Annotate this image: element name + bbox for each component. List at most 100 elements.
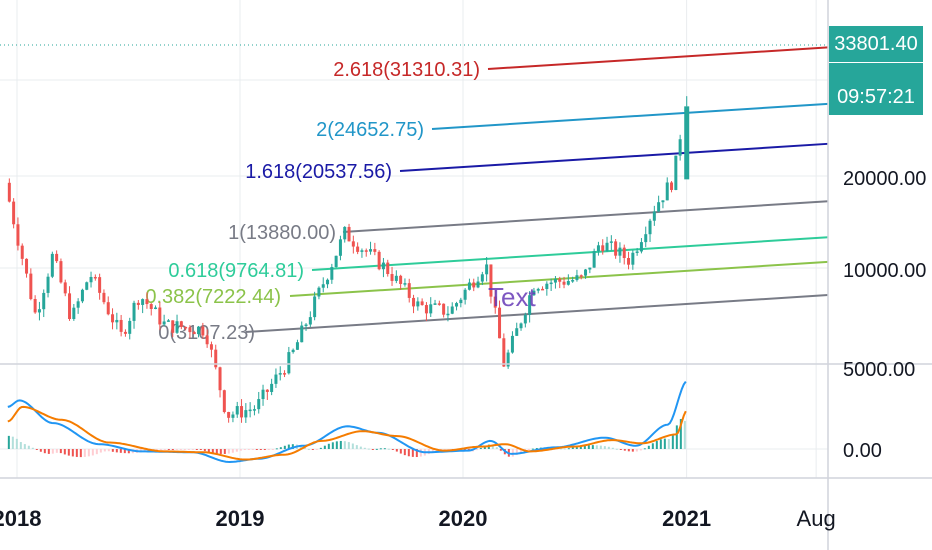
candle-body xyxy=(270,383,274,392)
candle-body xyxy=(106,302,110,315)
candle-body xyxy=(601,245,605,252)
candle-body xyxy=(674,155,678,190)
price-tick-label: 20000.00 xyxy=(843,168,926,190)
macd-histogram-bar xyxy=(339,440,342,449)
macd-histogram-bar xyxy=(271,449,274,450)
macd-histogram-bar xyxy=(347,442,350,449)
candle-body xyxy=(592,251,596,268)
fib-level-label: 1(13880.00) xyxy=(228,222,336,244)
macd-histogram-bar xyxy=(39,449,42,452)
macd-histogram-bar xyxy=(327,443,330,449)
macd-histogram-bar xyxy=(651,443,654,449)
macd-histogram-bar xyxy=(443,449,446,450)
macd-histogram-bar xyxy=(199,449,202,450)
candle-body xyxy=(476,281,480,288)
macd-histogram-bar xyxy=(587,445,590,449)
macd-histogram-bar xyxy=(227,449,230,454)
candle-body xyxy=(351,241,355,247)
macd-histogram-bar xyxy=(387,448,390,450)
candle-body xyxy=(472,282,476,288)
candle-body xyxy=(584,269,588,276)
macd-histogram-bar xyxy=(123,449,126,454)
macd-histogram-bar xyxy=(491,444,494,449)
fib-level-label: 2.618(31310.31) xyxy=(333,59,480,81)
macd-histogram-bar xyxy=(59,449,62,454)
macd-histogram-bar xyxy=(35,449,38,450)
macd-histogram-bar xyxy=(531,448,534,450)
candle-body xyxy=(261,389,265,400)
macd-histogram-bar xyxy=(231,449,234,453)
fib-level-label: 0(3107.23) xyxy=(158,322,255,344)
candle-body xyxy=(369,249,373,252)
text-annotation[interactable]: Text xyxy=(488,282,536,312)
candle-body xyxy=(648,220,652,235)
macd-histogram-bar xyxy=(111,449,114,452)
macd-histogram-bar xyxy=(411,449,414,457)
fib-level-label: 2(24652.75) xyxy=(316,119,424,141)
candle-body xyxy=(635,251,639,253)
macd-histogram-bar xyxy=(11,436,14,449)
candle-body xyxy=(523,314,527,324)
candle-body xyxy=(622,247,626,259)
candle-body xyxy=(442,303,446,315)
macd-histogram-bar xyxy=(475,449,478,451)
last-price-badge: 33801.40 xyxy=(829,26,923,62)
macd-histogram-bar xyxy=(283,445,286,449)
macd-histogram-bar xyxy=(279,447,282,449)
candle-body xyxy=(519,323,523,329)
time-tick-label: Aug xyxy=(797,506,836,531)
candle-body xyxy=(145,299,149,305)
fib-level-line xyxy=(245,294,829,333)
candle-body xyxy=(295,342,299,350)
macd-histogram-bar xyxy=(207,449,210,453)
candle-body xyxy=(429,304,433,314)
macd-histogram-bar xyxy=(159,449,162,450)
candle-body xyxy=(201,326,205,336)
candle-body xyxy=(175,321,179,333)
grid xyxy=(0,0,828,478)
macd-histogram-bar xyxy=(127,449,130,454)
candle-body xyxy=(381,262,385,270)
candle-body xyxy=(360,250,364,252)
candle-body xyxy=(553,278,557,283)
macd-histogram-bar xyxy=(683,420,686,449)
candle-body xyxy=(304,324,308,327)
candle-body xyxy=(536,288,540,291)
candle-body xyxy=(7,182,11,202)
fib-extension-tool[interactable]: 0(3107.23) 0.382(7222.44) 0.618(9764.81) 1(… xyxy=(145,46,829,344)
candle-body xyxy=(480,274,484,282)
candle-body xyxy=(265,389,269,392)
candle-body xyxy=(20,245,24,259)
candle-body xyxy=(80,289,84,302)
macd-histogram-bar xyxy=(611,447,614,449)
macd-histogram-bar xyxy=(155,449,158,450)
candle-body xyxy=(566,281,570,285)
candle-body xyxy=(575,275,579,281)
macd-histogram-bar xyxy=(331,442,334,449)
candle-body xyxy=(390,274,394,281)
macd-histogram-bar xyxy=(43,449,46,454)
candle-body xyxy=(76,301,80,308)
candle-body xyxy=(338,239,342,256)
candle-body xyxy=(16,224,20,246)
candle-body xyxy=(455,303,459,307)
candle-body xyxy=(446,313,450,316)
candle-body xyxy=(489,264,493,297)
price-badge-underlay xyxy=(829,63,923,79)
macd-histogram-bar xyxy=(219,449,222,454)
candle-body xyxy=(158,307,162,325)
candle-body xyxy=(149,304,153,310)
macd-histogram-bar xyxy=(647,445,650,449)
candle-body xyxy=(128,320,132,334)
macd-histogram-bar xyxy=(163,449,166,450)
macd-histogram-bar xyxy=(183,449,186,450)
time-tick-label: 2021 xyxy=(662,506,711,531)
macd-histogram-bar xyxy=(623,449,626,451)
macd-histogram-bar xyxy=(395,449,398,452)
candle-body xyxy=(661,200,665,203)
candle-body xyxy=(618,247,622,256)
candle-body xyxy=(179,321,183,327)
candle-body xyxy=(614,241,618,256)
